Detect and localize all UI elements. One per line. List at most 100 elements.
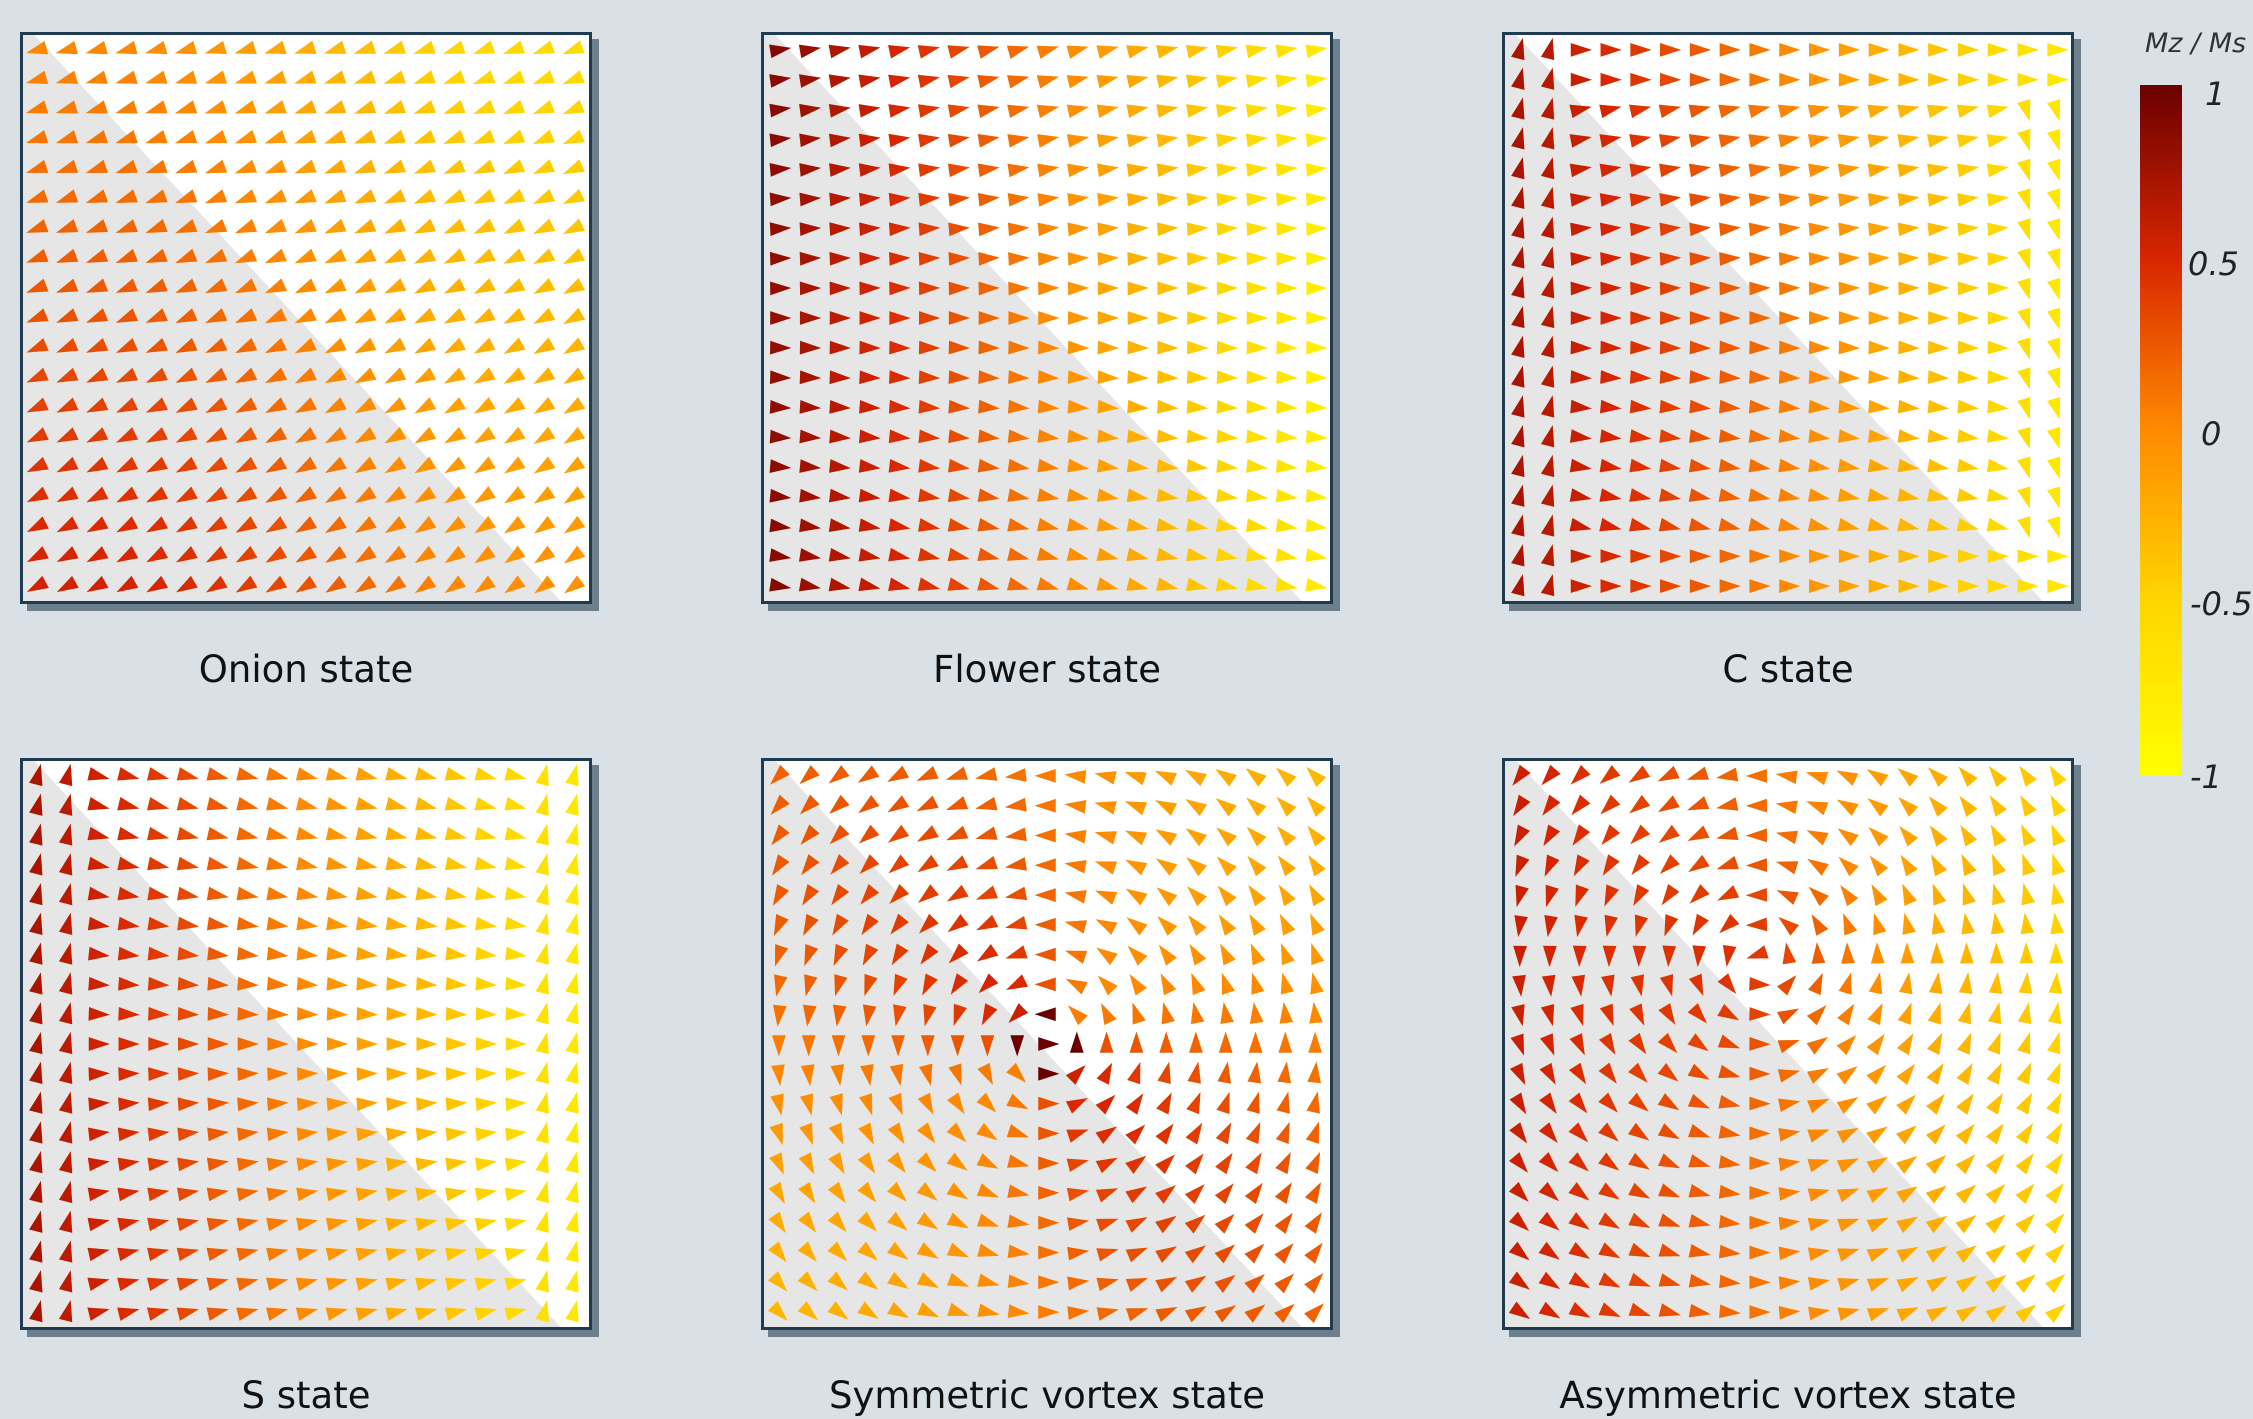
magnetization-arrow xyxy=(1186,281,1209,296)
magnetization-arrow xyxy=(1570,549,1593,564)
magnetization-arrow xyxy=(175,545,198,563)
magnetization-arrow xyxy=(535,763,549,787)
magnetization-arrow xyxy=(1184,1306,1207,1323)
magnetization-arrow xyxy=(769,103,792,118)
magnetization-arrow xyxy=(1866,1095,1888,1115)
magnetization-arrow xyxy=(1512,764,1531,786)
magnetization-arrow xyxy=(235,337,258,354)
magnetization-arrow xyxy=(1961,853,1977,877)
magnetization-arrow xyxy=(891,943,909,966)
magnetization-arrow xyxy=(85,130,108,144)
magnetization-arrow xyxy=(1276,796,1297,817)
magnetization-arrow xyxy=(1897,222,1920,237)
magnetization-arrow xyxy=(1955,1214,1977,1234)
magnetization-arrow xyxy=(55,40,78,55)
magnetization-arrow xyxy=(1037,163,1060,178)
magnetization-arrow xyxy=(798,1181,816,1204)
magnetization-arrow xyxy=(1069,1031,1084,1053)
magnetization-arrow xyxy=(118,1097,140,1112)
magnetization-arrow xyxy=(1038,1305,1060,1319)
magnetization-arrow xyxy=(977,45,1000,59)
magnetization-arrow xyxy=(797,1301,819,1321)
magnetization-arrow xyxy=(56,338,79,353)
magnetization-arrow xyxy=(1836,1188,1860,1203)
magnetization-arrow xyxy=(1775,800,1798,815)
magnetization-arrow xyxy=(1748,134,1771,148)
magnetization-arrow xyxy=(771,854,790,876)
magnetization-arrow xyxy=(1276,251,1298,266)
magnetization-arrow xyxy=(1808,886,1829,907)
magnetization-arrow xyxy=(1154,770,1177,786)
magnetization-arrow xyxy=(887,1301,910,1319)
magnetization-arrow xyxy=(1157,311,1179,325)
magnetization-arrow xyxy=(296,946,319,961)
magnetization-arrow xyxy=(1658,795,1680,813)
magnetization-arrow xyxy=(888,518,911,532)
magnetization-arrow xyxy=(859,1093,873,1116)
magnetization-arrow xyxy=(416,1037,438,1051)
magnetization-arrow xyxy=(1277,826,1297,847)
magnetization-arrow xyxy=(265,397,288,414)
magnetization-arrow xyxy=(534,545,556,564)
magnetization-arrow xyxy=(503,218,526,234)
magnetization-arrow xyxy=(474,1307,497,1321)
magnetization-arrow xyxy=(474,826,497,841)
magnetization-arrow xyxy=(1126,547,1149,562)
magnetization-arrow xyxy=(115,130,138,144)
magnetization-arrow xyxy=(1658,824,1680,843)
magnetization-arrow xyxy=(86,456,109,473)
magnetization-arrow xyxy=(85,278,109,293)
magnetization-arrow xyxy=(1779,340,1801,355)
magnetization-arrow xyxy=(1511,246,1525,269)
magnetization-arrow xyxy=(535,1031,549,1055)
magnetization-arrow xyxy=(1987,72,2010,87)
magnetization-arrow xyxy=(1187,1061,1201,1084)
magnetization-arrow xyxy=(1036,104,1060,119)
magnetization-arrow xyxy=(1629,163,1652,178)
magnetization-arrow xyxy=(475,1006,498,1021)
magnetization-arrow xyxy=(770,340,792,355)
magnetization-arrow xyxy=(1570,252,1592,266)
magnetization-arrow xyxy=(176,796,199,811)
magnetization-arrow xyxy=(115,100,138,114)
magnetization-arrow xyxy=(505,1097,527,1112)
magnetization-arrow xyxy=(534,575,556,594)
magnetization-arrow xyxy=(1986,1062,2002,1085)
magnetization-arrow xyxy=(769,133,792,148)
magnetization-arrow xyxy=(504,886,527,901)
magnetization-arrow xyxy=(86,546,109,563)
panel-asymmetric-vortex-state xyxy=(1502,758,2074,1330)
magnetization-arrow xyxy=(1960,942,1974,964)
magnetization-arrow xyxy=(174,40,198,55)
magnetization-arrow xyxy=(115,278,139,293)
magnetization-arrow xyxy=(1008,252,1030,266)
magnetization-arrow xyxy=(769,192,792,207)
magnetization-arrow xyxy=(236,796,259,811)
magnetization-arrow xyxy=(828,765,850,784)
magnetization-arrow xyxy=(296,1006,319,1021)
magnetization-arrow xyxy=(148,1067,170,1082)
magnetization-arrow xyxy=(1540,156,1555,180)
magnetization-arrow xyxy=(1570,399,1592,414)
magnetization-arrow xyxy=(1658,1183,1681,1198)
magnetization-arrow xyxy=(1927,1002,1941,1025)
magnetization-arrow xyxy=(503,248,526,264)
magnetization-arrow xyxy=(1538,1122,1558,1144)
magnetization-arrow xyxy=(176,886,200,901)
magnetization-arrow xyxy=(1779,311,1801,325)
magnetization-arrow xyxy=(475,1097,498,1112)
magnetization-arrow xyxy=(356,1006,379,1021)
magnetization-arrow xyxy=(1513,945,1527,968)
magnetization-arrow xyxy=(1867,1002,1883,1026)
magnetization-arrow xyxy=(206,856,229,871)
magnetization-arrow xyxy=(1538,1152,1559,1173)
magnetization-arrow xyxy=(443,188,466,204)
magnetization-arrow xyxy=(1007,517,1030,532)
magnetization-arrow xyxy=(1187,311,1209,325)
magnetization-arrow xyxy=(444,456,466,474)
magnetization-arrow xyxy=(1156,192,1179,207)
magnetization-arrow xyxy=(1689,222,1712,237)
magnetization-arrow xyxy=(977,518,1000,532)
magnetization-arrow xyxy=(918,884,939,903)
magnetization-arrow xyxy=(354,486,377,504)
